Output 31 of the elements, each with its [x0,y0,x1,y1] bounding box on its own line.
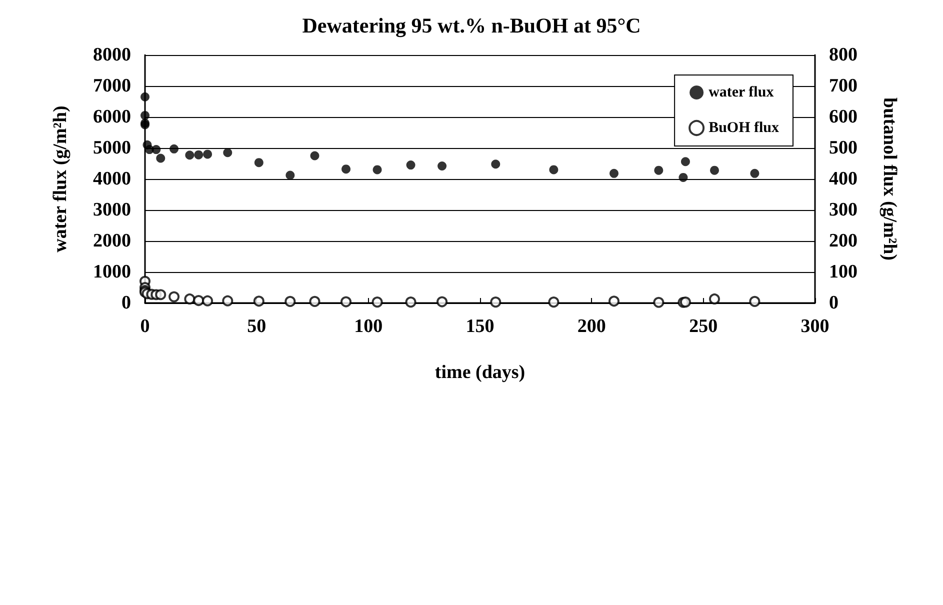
y-tick-label: 6000 [93,106,131,128]
y-axis-title: water flux (g/m²h) [50,106,71,252]
legend-label: water flux [708,84,774,100]
y-tick-label: 8000 [93,44,131,66]
y2-tick-label: 0 [829,292,838,314]
x-axis-title: time (days) [434,362,526,383]
legend-label: BuOH flux [708,120,780,136]
x-tick-label: 50 [247,316,266,337]
x-tick-label: 250 [689,316,718,337]
y-tick-label: 1000 [93,262,131,282]
y2-tick-label: 700 [829,76,858,96]
x-tick-label: 150 [466,316,494,337]
y2-tick-label: 200 [829,230,858,252]
y-tick-label: 7000 [93,76,131,96]
y-tick-label: 3000 [93,200,131,220]
x-tick-label: 300 [800,316,830,337]
y2-tick-label: 400 [829,168,858,190]
x-tick-label: 200 [577,316,606,337]
y-tick-label: 5000 [93,138,131,158]
y2-axis-title: butanol flux (g/m²h) [879,97,900,261]
y2-tick-label: 500 [829,138,858,158]
chart-title: Dewatering 95 wt.% n-BuOH at 95°C [302,14,641,38]
y-tick-label: 0 [122,292,131,314]
y-tick-label: 4000 [93,168,131,190]
y2-tick-label: 100 [829,262,858,282]
y-tick-label: 2000 [93,230,131,252]
y2-tick-label: 600 [829,106,858,128]
x-tick-label: 100 [354,316,383,337]
y2-tick-label: 800 [829,44,858,66]
y2-tick-label: 300 [829,200,858,220]
x-tick-label: 0 [140,316,150,337]
